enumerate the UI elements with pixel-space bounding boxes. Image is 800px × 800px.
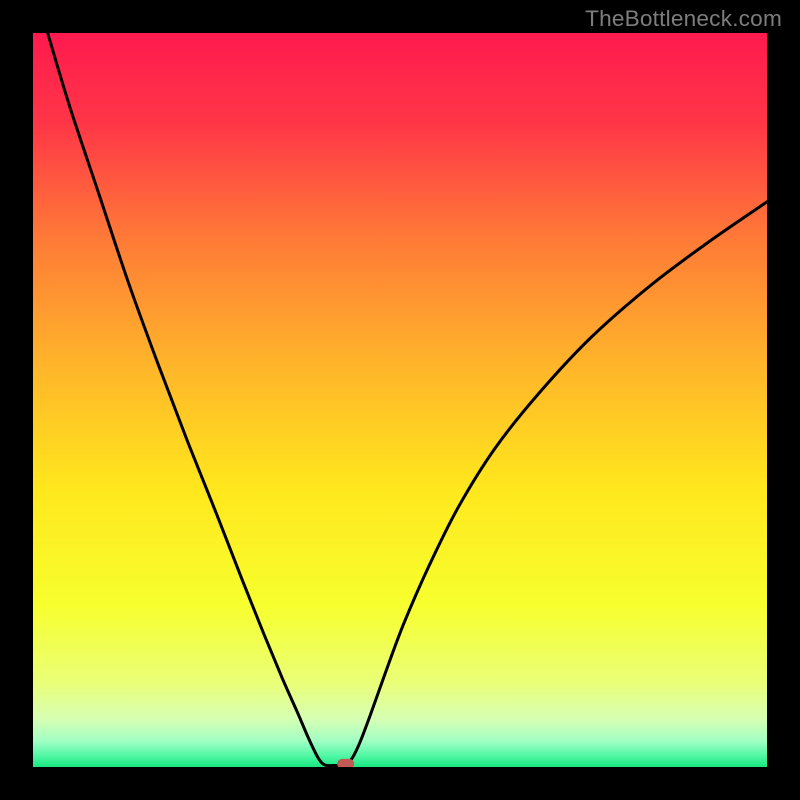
bottleneck-curve [48, 33, 767, 766]
plot-area [33, 33, 767, 767]
chart-frame: TheBottleneck.com [0, 0, 800, 800]
curve-layer [33, 33, 767, 767]
watermark-text: TheBottleneck.com [585, 6, 782, 32]
optimum-marker [337, 759, 355, 767]
